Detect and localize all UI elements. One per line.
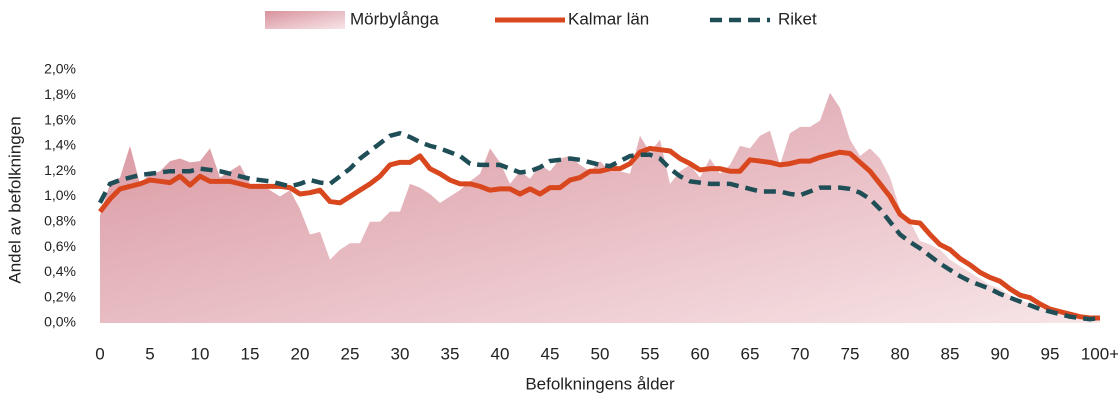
legend-label: Kalmar län bbox=[568, 9, 649, 28]
x-tick-label: 40 bbox=[491, 344, 510, 363]
y-tick-label: 1,6% bbox=[44, 111, 76, 127]
x-tick-label: 20 bbox=[291, 344, 310, 363]
x-tick-label: 70 bbox=[791, 344, 810, 363]
y-tick-label: 0,4% bbox=[44, 263, 76, 279]
legend-swatch bbox=[265, 11, 345, 29]
x-tick-label: 30 bbox=[391, 344, 410, 363]
y-tick-label: 1,8% bbox=[44, 86, 76, 102]
legend-label: Mörbylånga bbox=[350, 9, 439, 28]
line bbox=[98, 130, 1101, 322]
x-tick-label: 100+ bbox=[1081, 344, 1118, 363]
x-tick-label: 90 bbox=[991, 344, 1010, 363]
x-tick-label: 15 bbox=[241, 344, 260, 363]
area bbox=[100, 92, 1100, 324]
x-tick-label: 0 bbox=[95, 344, 104, 363]
line bbox=[98, 145, 1100, 321]
x-tick-label: 35 bbox=[441, 344, 460, 363]
y-tick-label: 0,6% bbox=[44, 238, 76, 254]
y-tick-label: 0,0% bbox=[44, 314, 76, 330]
x-tick-label: 95 bbox=[1041, 344, 1060, 363]
y-axis-title: Andel av befolkningen bbox=[5, 116, 24, 283]
x-tick-label: 50 bbox=[591, 344, 610, 363]
x-tick-label: 5 bbox=[145, 344, 154, 363]
y-tick-label: 1,2% bbox=[44, 162, 76, 178]
x-tick-label: 25 bbox=[341, 344, 360, 363]
x-tick-label: 85 bbox=[941, 344, 960, 363]
y-tick-label: 0,8% bbox=[44, 213, 76, 229]
y-tick-label: 1,4% bbox=[44, 137, 76, 153]
x-tick-label: 65 bbox=[741, 344, 760, 363]
x-axis-title: Befolkningens ålder bbox=[525, 374, 675, 393]
y-tick-label: 2,0% bbox=[44, 61, 76, 77]
x-tick-label: 45 bbox=[541, 344, 560, 363]
x-tick-label: 10 bbox=[191, 344, 210, 363]
x-tick-label: 55 bbox=[641, 344, 660, 363]
x-tick-label: 75 bbox=[841, 344, 860, 363]
y-tick-label: 1,0% bbox=[44, 187, 76, 203]
legend-label: Riket bbox=[778, 9, 817, 28]
y-tick-label: 0,2% bbox=[44, 288, 76, 304]
x-tick-label: 60 bbox=[691, 344, 710, 363]
x-tick-label: 80 bbox=[891, 344, 910, 363]
